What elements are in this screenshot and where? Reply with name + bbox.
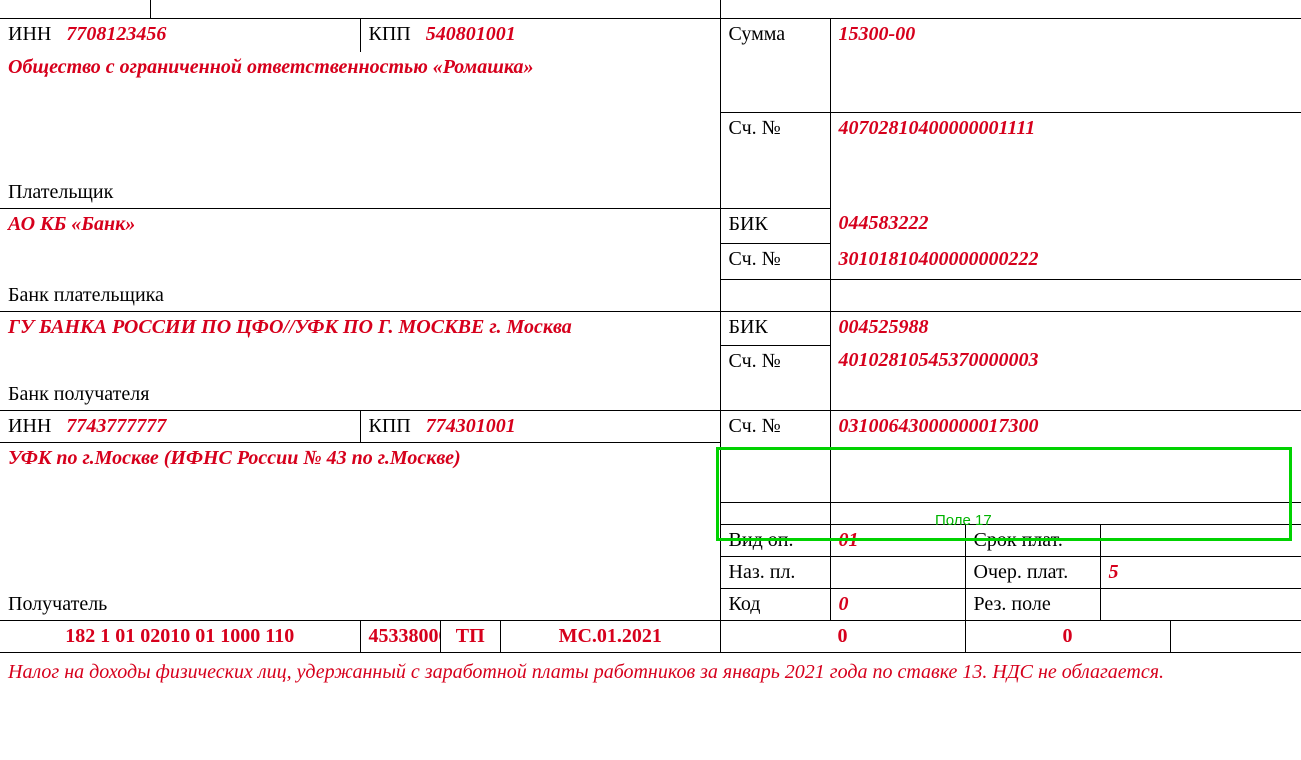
payer-bank-name-cell: АО КБ «Банк» [0,208,720,280]
kod-label-cell: Код [720,589,830,621]
srok-plat-label-cell: Срок плат. [965,525,1100,557]
rez-pole-label: Рез. поле [974,593,1051,615]
rez-pole-value-cell [1100,589,1301,621]
recipient-bank-bik-label-cell: БИК [720,311,830,345]
period-cell: МС.01.2021 [501,621,720,652]
vid-op-label: Вид оп. [729,529,794,551]
kbk-cell: 182 1 01 02010 01 1000 110 [0,621,360,653]
ocher-plat-value: 5 [1109,561,1119,583]
recipient-bank-corr-value: 40102810545370000003 [839,349,1039,371]
recipient-acct-value-cell: 03100643000000017300 [830,411,1301,503]
naz-pl-value-cell [830,557,965,589]
payment-purpose: Налог на доходы физических лиц, удержанн… [0,653,1301,686]
payer-acct-value-cell: 40702810400000001111 [830,112,1301,208]
recipient-inn-cell: ИНН 7743777777 [0,411,360,443]
doc-no-cell: 0 [720,621,965,653]
osnovanie-value: ТП [456,625,485,647]
payer-kpp-cell: КПП 540801001 [360,18,720,52]
payer-bank-bik-value: 044583222 [839,212,929,234]
summa-label: Сумма [729,23,786,45]
ocher-plat-value-cell: 5 [1100,557,1301,589]
recipient-label-area: Получатель [0,525,720,621]
kbk-value: 182 1 01 02010 01 1000 110 [65,625,294,647]
recipient-bank-bik-value: 004525988 [839,316,929,338]
naz-pl-label-cell: Наз. пл. [720,557,830,589]
field-17-highlight-label: Поле 17 [935,512,992,529]
recipient-acct-label: Сч. № [729,415,781,437]
recipient-acct-value: 03100643000000017300 [839,415,1039,437]
payer-acct-value: 40702810400000001111 [839,117,1036,139]
payer-bank-corr-label: Сч. № [729,248,781,270]
payer-bank-label: Банк плательщика [8,284,164,306]
payer-bank-name: АО КБ «Банк» [8,213,712,236]
recipient-bank-corr-label: Сч. № [729,350,781,372]
recipient-inn-value: 7743777777 [66,415,166,437]
payer-label: Плательщик [8,181,113,203]
srok-plat-label: Срок плат. [974,529,1063,551]
inn-label: ИНН [8,23,51,45]
kod-value-cell: 0 [830,589,965,621]
payer-bank-bik-label-cell: БИК [720,208,830,244]
oktmo-cell: 45338000 [360,621,440,653]
osnovanie-period-cell: ТП МС.01.2021 [440,621,720,653]
payer-acct-label-cell: Сч. № [720,112,830,208]
payer-inn-cell: ИНН 7708123456 [0,18,360,52]
recipient-bank-corr-value-cell: 40102810545370000003 [830,345,1301,379]
recipient-bank-bik-label: БИК [729,316,768,338]
osnovanie-cell: ТП [441,621,501,652]
period-value: МС.01.2021 [559,625,662,647]
payer-name: Общество с ограниченной ответственностью… [8,56,534,78]
naz-pl-label: Наз. пл. [729,561,796,583]
recipient-acct-label-cell: Сч. № [720,411,830,503]
rez-pole-label-cell: Рез. поле [965,589,1100,621]
summa-value-cell: 15300-00 [830,18,1301,112]
srok-plat-value-cell [1100,525,1301,557]
recipient-kpp-label: КПП [369,415,411,437]
payer-inn-value: 7708123456 [66,23,166,45]
payer-bank-bik-value-cell: 044583222 [830,208,1301,244]
summa-label-cell: Сумма [720,18,830,112]
kod-label: Код [729,593,761,615]
payer-bank-bik-label: БИК [729,213,768,235]
doc-date-value: 0 [1063,625,1073,647]
payer-bank-corr-value-cell: 30101810400000000222 [830,244,1301,280]
recipient-label: Получатель [8,593,107,615]
recipient-name-cell: УФК по г.Москве (ИФНС России № 43 по г.М… [0,443,720,525]
ocher-plat-label: Очер. плат. [974,561,1069,583]
recipient-name: УФК по г.Москве (ИФНС России № 43 по г.М… [8,447,461,469]
kbk-trailing-cell [1170,621,1301,653]
recipient-bank-corr-label-cell: Сч. № [720,345,830,379]
payer-bank-corr-value: 30101810400000000222 [839,248,1039,270]
kod-value: 0 [839,593,849,615]
recipient-bank-name-cell: ГУ БАНКА РОССИИ ПО ЦФО//УФК ПО Г. МОСКВЕ… [0,311,720,379]
doc-no-value: 0 [838,625,848,647]
doc-date-cell: 0 [965,621,1170,653]
recipient-inn-label: ИНН [8,415,51,437]
recipient-bank-name: ГУ БАНКА РОССИИ ПО ЦФО//УФК ПО Г. МОСКВЕ… [8,316,712,339]
recipient-kpp-cell: КПП 774301001 [360,411,720,443]
payer-name-cell: Общество с ограниченной ответственностью… [0,52,720,112]
kpp-label: КПП [369,23,411,45]
payer-label-cell: Плательщик [0,112,720,208]
payer-bank-label-cell: Банк плательщика [0,280,720,312]
recipient-bank-label-cell: Банк получателя [0,379,720,411]
vid-op-value-cell: 01 [830,525,965,557]
recipient-bank-bik-value-cell: 004525988 [830,311,1301,345]
payer-kpp-value: 540801001 [426,23,516,45]
vid-op-label-cell: Вид оп. [720,525,830,557]
recipient-kpp-value: 774301001 [426,415,516,437]
recipient-bank-label: Банк получателя [8,383,149,405]
payer-acct-label: Сч. № [729,117,781,139]
vid-op-value: 01 [839,529,859,551]
payer-bank-corr-label-cell: Сч. № [720,244,830,280]
ocher-plat-label-cell: Очер. плат. [965,557,1100,589]
summa-value: 15300-00 [839,23,916,45]
oktmo-value: 45338000 [369,625,441,647]
